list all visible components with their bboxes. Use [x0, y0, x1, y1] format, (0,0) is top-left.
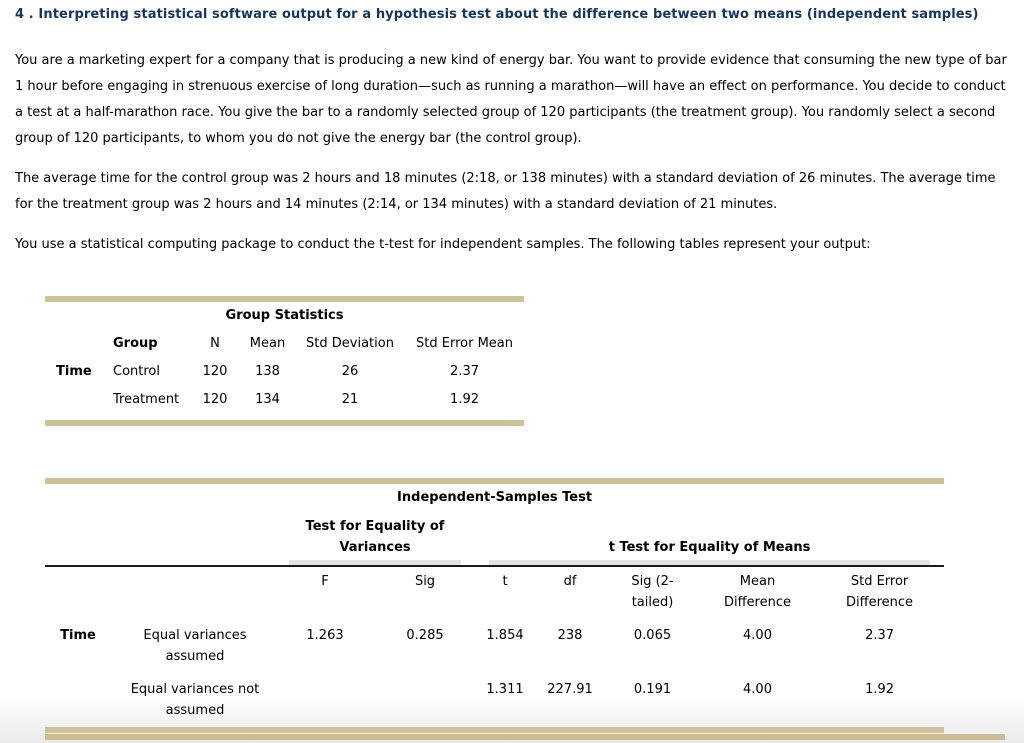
- page-title: 4 . Interpreting statistical software ou…: [15, 7, 979, 22]
- table-title-row: Group Statistics: [45, 299, 524, 330]
- group-header-equality-of-means: t Test for Equality of Means: [475, 512, 944, 565]
- paragraph-averages: The average time for the control group w…: [15, 171, 996, 212]
- table-cell: 4.00: [743, 628, 772, 643]
- table-cell: 1.854: [486, 628, 524, 643]
- table-cell: 1.92: [865, 682, 895, 697]
- table-row-treatment: Treatment 120 134 21 1.92: [45, 386, 524, 423]
- row-stub-time: Time: [56, 364, 92, 379]
- column-header-t: t: [502, 574, 508, 589]
- column-header-mean: Mean: [249, 336, 286, 351]
- table-cell: 2.37: [450, 364, 479, 379]
- column-header-std-error-mean: Std Error Mean: [416, 336, 514, 351]
- column-header-std-error-difference: Std Error Difference: [846, 574, 914, 610]
- row-label: Equal variances assumed: [143, 628, 247, 664]
- table-title-row: Independent-Samples Test: [45, 481, 944, 512]
- column-header-group: Group: [113, 336, 158, 351]
- table-cell: 26: [341, 364, 359, 379]
- independent-samples-test-table: Independent-Samples Test Test for Equali…: [45, 478, 945, 733]
- table-cell: 4.00: [743, 682, 772, 697]
- group-header-line: Variances: [339, 540, 411, 555]
- column-header-row: F Sig t df Sig (2- tailed) Mean Differen…: [45, 567, 944, 613]
- column-header-n: N: [210, 336, 220, 351]
- table-cell: 0.285: [406, 628, 444, 643]
- group-header-equality-of-variances: Test for Equality of Variances: [275, 512, 475, 565]
- column-header-sig-2-tailed: Sig (2- tailed): [631, 574, 674, 610]
- empty-cell: [45, 567, 100, 613]
- table-cell: 227.91: [547, 682, 593, 697]
- table-cell: 0.191: [633, 682, 672, 697]
- group-statistics-table: Group Statistics Group N Mean Std Deviat…: [45, 296, 525, 426]
- empty-cell: [100, 567, 275, 613]
- group-underline: [289, 560, 461, 565]
- table-row-equal-variances-assumed: Time Equal variances assumed 1.263 0.285…: [45, 613, 944, 667]
- table-cell: 2.37: [865, 628, 895, 643]
- table-cell: Treatment: [113, 392, 180, 407]
- column-header-std-deviation: Std Deviation: [306, 336, 394, 351]
- empty-stub: [45, 386, 100, 423]
- column-header-sig: Sig: [414, 574, 436, 589]
- empty-cell: [45, 512, 100, 565]
- group-header-line: t Test for Equality of Means: [608, 540, 811, 555]
- table-row-equal-variances-not-assumed: Equal variances not assumed 1.311 227.91…: [45, 667, 944, 730]
- table-cell: 120: [202, 364, 228, 379]
- column-header-df: df: [563, 574, 577, 589]
- empty-cell: [100, 512, 275, 565]
- paragraph-intro-output: You use a statistical computing package …: [15, 237, 871, 252]
- row-stub-time: Time: [60, 628, 96, 643]
- table-cell: 238: [557, 628, 583, 643]
- table-cell: 1.263: [306, 628, 344, 643]
- table-cell: [275, 667, 375, 730]
- header-rule: [45, 565, 945, 567]
- table-cell: 138: [255, 364, 280, 379]
- table-title: Group Statistics: [225, 308, 344, 323]
- group-header-row: Test for Equality of Variances t Test fo…: [45, 512, 944, 565]
- group-underline: [489, 560, 931, 565]
- table-cell: 134: [255, 392, 280, 407]
- table-cell: 21: [341, 392, 359, 407]
- column-header-mean-difference: Mean Difference: [723, 574, 792, 610]
- table-title: Independent-Samples Test: [397, 490, 593, 505]
- table-row-control: Time Control 120 138 26 2.37: [45, 358, 524, 386]
- table-cell: 0.065: [633, 628, 672, 643]
- table-cell: [375, 667, 475, 730]
- table-cell: 1.92: [450, 392, 479, 407]
- next-table-top-border: [45, 734, 1005, 740]
- row-label: Equal variances not assumed: [130, 682, 260, 718]
- column-header-row: Group N Mean Std Deviation Std Error Mea…: [45, 330, 524, 358]
- column-header-f: F: [321, 574, 329, 589]
- empty-stub: [45, 667, 100, 730]
- group-header-line: Test for Equality of: [305, 519, 445, 534]
- table-cell: Control: [113, 364, 160, 379]
- table-cell: 120: [202, 392, 228, 407]
- table-cell: 1.311: [486, 682, 524, 697]
- paragraph-scenario: You are a marketing expert for a company…: [15, 53, 1007, 146]
- empty-stub-header: [45, 330, 100, 358]
